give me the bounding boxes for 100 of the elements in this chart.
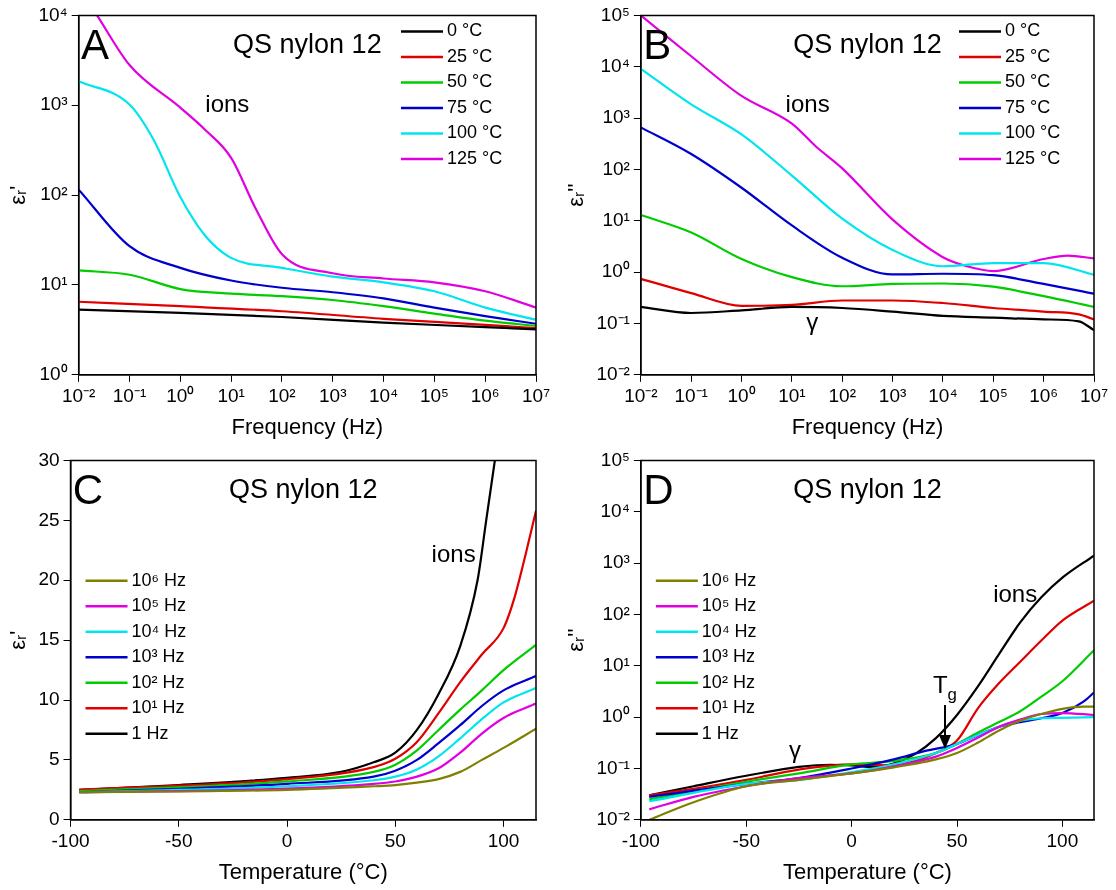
- y-tick-label: 10³: [602, 106, 630, 128]
- x-tick-label: 50: [946, 830, 968, 852]
- annotation: ions: [431, 539, 476, 567]
- y-tick-label: 10³: [40, 93, 68, 115]
- x-tick-label: -100: [621, 830, 660, 852]
- legend-label: 125 °C: [447, 147, 503, 168]
- x-tick-label: 10⁷: [1079, 385, 1109, 407]
- x-tick-label: 10⁰: [727, 385, 756, 407]
- line-series: [78, 727, 536, 794]
- legend-label: 10¹ Hz: [131, 697, 185, 718]
- x-axis-title: Frequency (Hz): [231, 413, 384, 439]
- x-tick-label: 10⁰: [166, 385, 195, 407]
- y-tick-label: 0: [48, 808, 60, 830]
- x-tick-label: 10⁻¹: [674, 385, 708, 407]
- y-tick-label: 10¹: [602, 654, 630, 676]
- legend-label: 10³ Hz: [131, 646, 185, 667]
- legend-label: 10² Hz: [131, 671, 185, 692]
- annotation: B: [643, 20, 672, 68]
- legend-label: 10¹ Hz: [701, 697, 755, 718]
- legend-label: 0 °C: [1005, 20, 1041, 41]
- legend-label: 1 Hz: [701, 722, 739, 743]
- x-tick-label: 10⁶: [1029, 385, 1059, 407]
- x-tick-label: 10⁷: [521, 385, 551, 407]
- legend-label: 25 °C: [1005, 45, 1051, 66]
- annotation: γ: [806, 307, 819, 335]
- x-tick-label: -50: [732, 830, 760, 852]
- line-series: [640, 213, 1094, 309]
- line-series: [78, 269, 536, 328]
- x-tick-label: 50: [384, 830, 406, 852]
- x-tick-label: 100: [487, 830, 520, 852]
- x-tick-label: 10²: [268, 385, 296, 407]
- x-tick-label: 10⁻²: [624, 385, 658, 407]
- x-tick-label: 10⁴: [368, 385, 399, 407]
- legend-label: 10⁶ Hz: [131, 569, 186, 590]
- y-tick-label: 10⁵: [600, 448, 630, 470]
- y-tick-label: 10⁵: [600, 3, 630, 25]
- legend-label: 25 °C: [447, 45, 493, 66]
- y-tick-label: 10⁻¹: [596, 311, 630, 333]
- legend-label: 10⁵ Hz: [131, 595, 187, 616]
- x-tick-label: 10⁴: [928, 385, 958, 407]
- y-axis-title: εᵣ': [5, 630, 31, 650]
- text: QS nylon 12: [793, 473, 942, 504]
- legend-label: 125 °C: [1005, 147, 1061, 168]
- x-tick-label: 10⁶: [470, 385, 500, 407]
- x-tick-label: 10⁵: [419, 385, 449, 407]
- text: QS nylon 12: [228, 473, 378, 504]
- text: QS nylon 12: [233, 28, 382, 59]
- annotation: C: [72, 465, 104, 513]
- line-series: [648, 649, 1094, 801]
- annotation: ions: [993, 580, 1038, 608]
- x-tick-label: 0: [846, 830, 857, 852]
- y-tick-label: 10⁰: [601, 260, 630, 282]
- legend-label: 10² Hz: [701, 671, 755, 692]
- legend-label: 75 °C: [447, 96, 493, 117]
- legend-label: 50 °C: [447, 71, 493, 92]
- x-tick-label: 10¹: [217, 385, 245, 407]
- x-tick-label: -50: [165, 830, 193, 852]
- line-series: [78, 188, 536, 325]
- y-tick-label: 10⁴: [600, 54, 630, 76]
- line-series: [78, 509, 536, 791]
- x-tick-label: 10⁵: [978, 385, 1008, 407]
- y-tick-label: 10: [38, 688, 60, 710]
- legend-label: 10⁶ Hz: [701, 569, 757, 590]
- legend-label: 75 °C: [1005, 96, 1051, 117]
- x-tick-label: 10²: [828, 385, 856, 407]
- y-tick-label: 20: [38, 568, 60, 590]
- y-tick-label: 10²: [40, 183, 68, 205]
- x-tick-label: 10³: [878, 385, 907, 407]
- annotation: ions: [785, 89, 830, 117]
- legend-label: 10³ Hz: [701, 646, 755, 667]
- line-series: [78, 643, 536, 793]
- y-tick-label: 10²: [602, 602, 630, 624]
- x-tick-label: 10⁻¹: [112, 385, 147, 407]
- x-tick-label: 100: [1046, 830, 1079, 852]
- y-tick-label: 10⁴: [600, 499, 630, 521]
- x-tick-label: 10³: [319, 385, 347, 407]
- y-tick-label: 10⁻²: [596, 363, 630, 385]
- annotation: A: [80, 20, 109, 68]
- annotation: γ: [788, 736, 801, 764]
- y-tick-label: 10⁴: [38, 3, 68, 25]
- y-tick-label: 10¹: [602, 209, 630, 231]
- y-tick-label: 10³: [602, 551, 630, 573]
- y-axis-title: εᵣ': [5, 185, 31, 205]
- y-tick-label: 10⁻¹: [596, 756, 630, 778]
- x-tick-label: -100: [51, 830, 90, 852]
- legend-label: 10⁴ Hz: [131, 620, 187, 641]
- legend-label: 100 °C: [1005, 122, 1061, 143]
- legend-label: 10⁵ Hz: [701, 595, 757, 616]
- annotation: ions: [205, 89, 250, 117]
- text: QS nylon 12: [793, 28, 942, 59]
- y-tick-label: 10¹: [40, 273, 68, 295]
- y-tick-label: 10⁰: [39, 363, 68, 385]
- legend-label: 100 °C: [447, 122, 503, 143]
- legend-label: 1 Hz: [131, 722, 169, 743]
- y-tick-label: 25: [38, 508, 60, 530]
- y-tick-label: 10⁻²: [596, 808, 630, 830]
- x-axis-title: Temperature (°C): [218, 858, 388, 884]
- line-series: [640, 67, 1094, 276]
- x-tick-label: 10¹: [778, 385, 806, 407]
- y-tick-label: 10²: [602, 157, 630, 179]
